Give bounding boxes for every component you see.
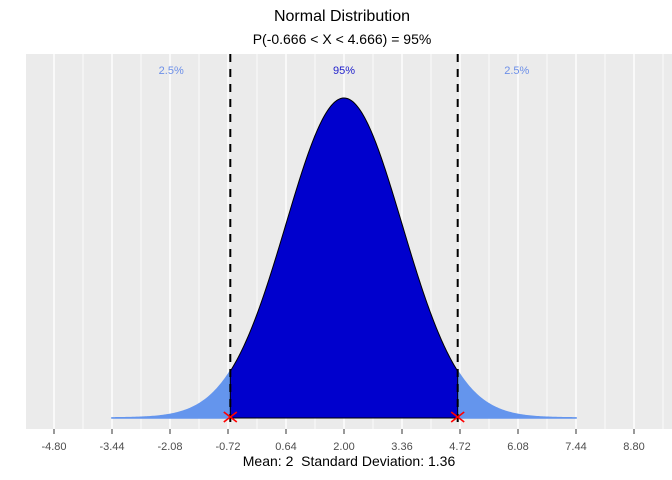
x-tick-label: 0.64 (275, 441, 297, 453)
chart-title: Normal Distribution (273, 8, 411, 25)
x-marker (450, 411, 465, 423)
x-axis-title: Mean: 2 Standard Deviation: 1.36 (242, 453, 456, 469)
x-marker (223, 411, 238, 423)
x-tick-label: -4.80 (41, 441, 67, 453)
chart-subtitle: P(-0.666 < X < 4.666) = 95% (252, 31, 432, 47)
right-tail-percent-label: 2.5% (504, 65, 530, 77)
x-tick-label: 7.44 (565, 441, 587, 453)
x-tick-label: -2.08 (157, 441, 183, 453)
left-tail-area (111, 368, 232, 419)
left-tail-percent-label: 2.5% (158, 65, 184, 77)
x-tick-label: 6.08 (507, 441, 529, 453)
x-tick-label: -3.44 (99, 441, 125, 453)
x-tick-label: 8.80 (623, 441, 645, 453)
x-tick-label: 3.36 (391, 441, 413, 453)
right-tail-area (456, 368, 577, 419)
center-percent-label: 95% (332, 65, 356, 77)
x-tick-label: 2.00 (333, 441, 355, 453)
x-tick-label: 4.72 (449, 441, 471, 453)
center-area (229, 97, 459, 419)
x-tick-label: -0.72 (215, 441, 241, 453)
